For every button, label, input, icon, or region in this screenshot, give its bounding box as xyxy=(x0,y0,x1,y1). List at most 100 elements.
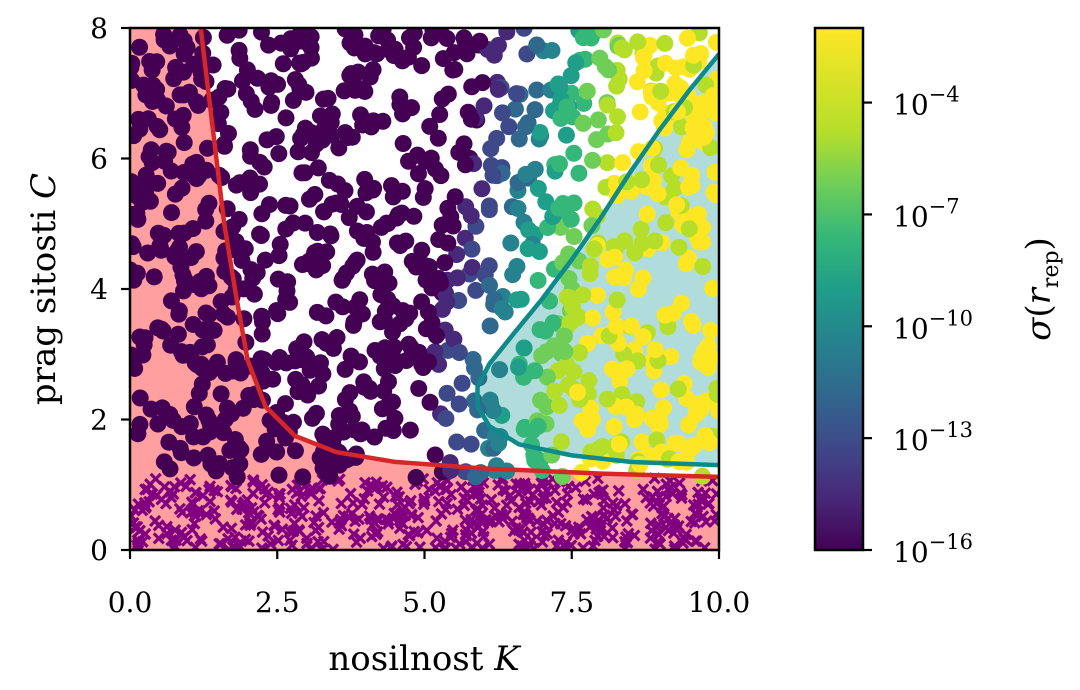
scatter-point xyxy=(156,152,174,170)
scatter-point xyxy=(431,106,449,124)
cross-marker xyxy=(317,535,330,548)
scatter-point xyxy=(528,81,546,99)
cross-marker xyxy=(432,495,445,508)
scatter-point xyxy=(274,55,292,73)
scatter-point xyxy=(585,240,603,258)
y-tick-label: 4 xyxy=(90,273,108,306)
cross-marker xyxy=(476,542,489,550)
scatter-point xyxy=(258,432,276,450)
cross-marker xyxy=(420,524,433,537)
scatter-point xyxy=(629,280,647,298)
cross-marker xyxy=(430,514,443,528)
scatter-point xyxy=(462,207,480,225)
cross-marker xyxy=(403,529,416,542)
scatter-point xyxy=(684,119,702,137)
cross-marker xyxy=(496,512,509,525)
cross-marker xyxy=(213,537,226,550)
scatter-point xyxy=(608,77,626,95)
cross-marker xyxy=(273,487,287,501)
scatter-point xyxy=(130,359,144,377)
scatter-point xyxy=(607,317,625,335)
cross-marker xyxy=(699,515,713,529)
cross-marker xyxy=(152,519,165,532)
cross-marker xyxy=(268,519,281,532)
cross-marker xyxy=(247,476,260,489)
scatter-point xyxy=(307,404,325,422)
scatter-point xyxy=(455,29,473,47)
scatter-point xyxy=(246,100,264,118)
cross-marker xyxy=(382,517,395,530)
cross-marker xyxy=(132,540,146,550)
scatter-point xyxy=(330,407,348,425)
cross-marker xyxy=(541,527,554,540)
scatter-point xyxy=(281,293,299,311)
scatter-point xyxy=(562,67,580,85)
cross-marker xyxy=(164,485,177,498)
scatter-point xyxy=(459,103,477,121)
scatter-point xyxy=(650,410,668,428)
scatter-point xyxy=(580,372,598,390)
scatter-point xyxy=(510,130,528,148)
scatter-point xyxy=(297,83,315,101)
y-tick-label: 2 xyxy=(90,404,108,437)
scatter-point xyxy=(609,108,627,126)
scatter-point xyxy=(295,333,313,351)
cross-marker xyxy=(651,535,665,549)
cross-marker xyxy=(262,529,275,543)
scatter-point xyxy=(446,188,464,206)
scatter-point xyxy=(450,395,468,413)
scatter-point xyxy=(431,28,449,38)
scatter-point xyxy=(707,33,719,51)
scatter-point xyxy=(550,396,568,414)
cross-marker xyxy=(449,541,463,550)
scatter-point xyxy=(307,135,325,153)
scatter-point xyxy=(155,28,173,43)
scatter-point xyxy=(481,317,499,335)
scatter-point xyxy=(140,148,158,166)
scatter-point xyxy=(269,305,287,323)
scatter-point xyxy=(298,348,316,366)
scatter-point xyxy=(231,174,249,192)
cross-marker xyxy=(674,487,687,500)
x-axis-title-main: nosilnost xyxy=(328,639,494,679)
scatter-point xyxy=(429,129,447,147)
cross-marker xyxy=(169,523,182,537)
scatter-point xyxy=(678,29,696,47)
scatter-point xyxy=(356,170,374,188)
cross-marker xyxy=(352,512,366,526)
scatter-point xyxy=(348,222,366,240)
scatter-point xyxy=(427,327,445,345)
scatter-point xyxy=(228,242,246,260)
scatter-point xyxy=(416,180,434,198)
scatter-point xyxy=(515,339,533,357)
scatter-point xyxy=(678,141,696,159)
scatter-point xyxy=(161,460,179,478)
scatter-point xyxy=(646,232,664,250)
scatter-point xyxy=(336,360,354,378)
scatter-point xyxy=(649,185,667,203)
scatter-point xyxy=(315,121,333,139)
cross-marker xyxy=(377,490,390,504)
cross-marker xyxy=(209,512,222,525)
cross-marker xyxy=(273,491,286,504)
scatter-point xyxy=(528,36,546,54)
scatter-point xyxy=(331,453,349,471)
scatter-point xyxy=(696,426,714,444)
scatter-point xyxy=(311,107,329,125)
scatter-point xyxy=(269,270,287,288)
scatter-point xyxy=(475,97,493,115)
cross-marker xyxy=(285,538,299,550)
cross-marker xyxy=(661,483,675,496)
scatter-point xyxy=(185,449,203,467)
scatter-point xyxy=(260,196,278,214)
colorbar-tick-label: 10−4 xyxy=(893,83,960,122)
colorbar-tick-label: 10−16 xyxy=(893,530,973,569)
scatter-point xyxy=(702,322,719,340)
scatter-point xyxy=(191,273,209,291)
scatter-point xyxy=(137,86,155,104)
scatter-point xyxy=(500,118,518,136)
scatter-point xyxy=(230,28,248,39)
cross-marker xyxy=(687,498,700,512)
scatter-point xyxy=(677,255,695,273)
